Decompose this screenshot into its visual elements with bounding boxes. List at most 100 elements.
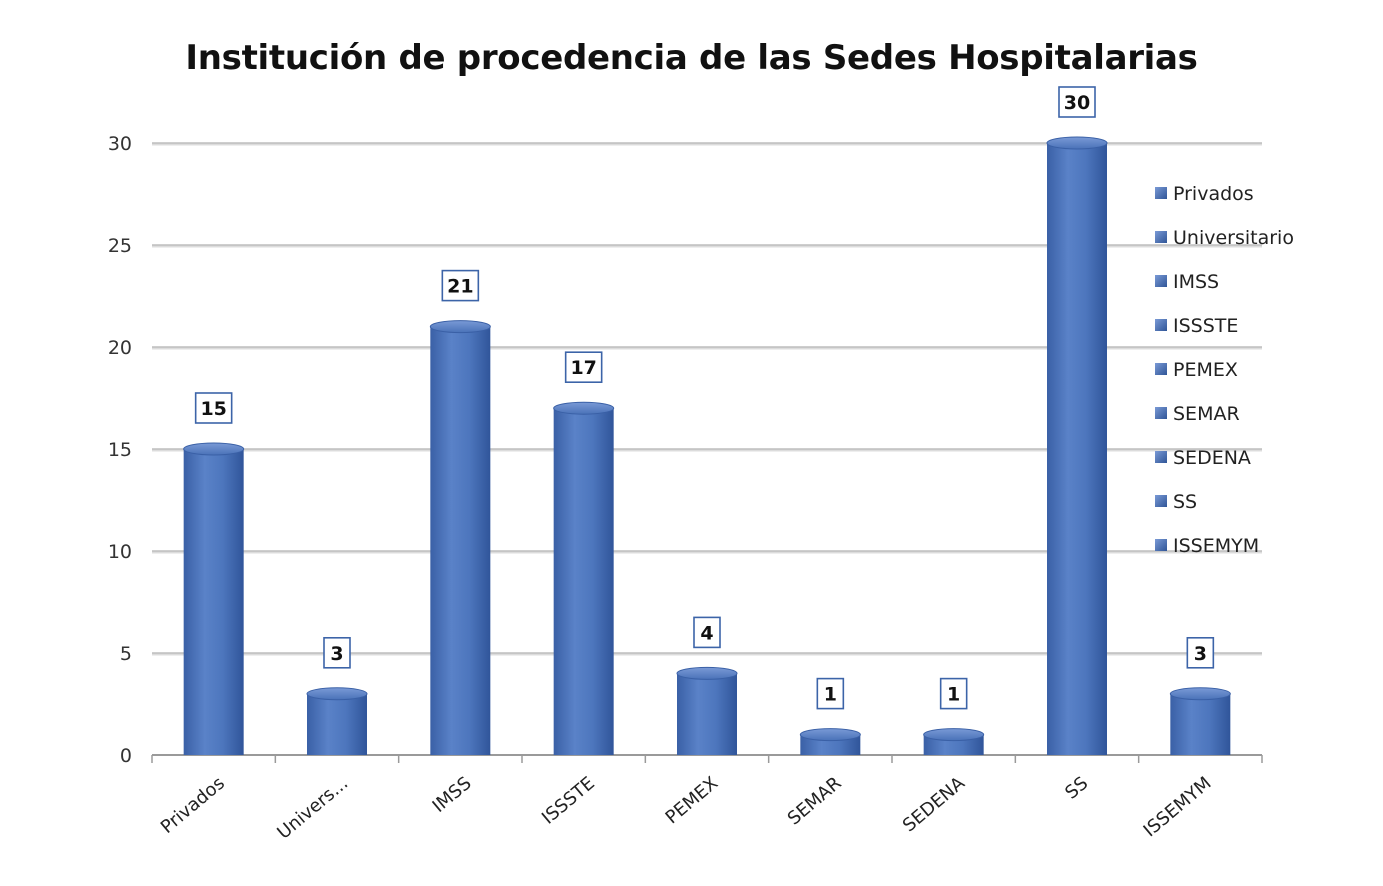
bar: [1046, 136, 1108, 755]
data-label: 1: [816, 677, 845, 710]
data-label-value: 15: [200, 398, 226, 420]
bar-cap: [553, 401, 615, 415]
bar: [923, 728, 985, 755]
legend-entry: Privados: [1155, 183, 1254, 205]
data-label: 21: [441, 269, 480, 302]
bar-cap: [429, 320, 491, 334]
x-category-label: PEMEX: [662, 773, 723, 829]
bar-cap: [923, 728, 985, 742]
data-label-box: [564, 351, 603, 384]
data-label-box: [323, 636, 351, 669]
y-tick-label: 30: [108, 133, 132, 155]
y-tick-label: 0: [120, 745, 132, 767]
bar: [306, 687, 368, 755]
bar-cap: [183, 442, 245, 456]
x-category-label: Privados: [157, 773, 229, 838]
data-labels: 15 3 21 17 4 1 1 30 3: [194, 86, 1215, 710]
legend-label: Universitario: [1173, 227, 1294, 249]
bar-body: [183, 449, 244, 755]
legend-swatch: [1155, 495, 1167, 507]
y-tick-label: 25: [108, 235, 132, 257]
data-label: 3: [323, 636, 351, 669]
legend-label: PEMEX: [1173, 359, 1238, 381]
legend-swatch: [1155, 231, 1167, 243]
legend-entry: IMSS: [1155, 271, 1219, 293]
data-label-value: 4: [700, 622, 713, 644]
legend-entry: ISSSTE: [1155, 315, 1238, 337]
legend-label: ISSEMYM: [1173, 535, 1259, 557]
bar: [183, 442, 245, 755]
legend-entry: ISSEMYM: [1155, 535, 1259, 557]
data-label-value: 21: [447, 276, 473, 298]
legend-swatch: [1155, 407, 1167, 419]
bar-cap: [799, 728, 861, 742]
legend-label: ISSSTE: [1173, 315, 1238, 337]
bar: [553, 401, 615, 755]
data-label-value: 30: [1064, 92, 1090, 114]
legend-entry: SEMAR: [1155, 403, 1240, 425]
data-label-box: [194, 392, 233, 424]
legend-swatch: [1155, 319, 1167, 331]
legend-swatch: [1155, 187, 1167, 199]
legend-swatch: [1155, 363, 1167, 375]
bar-body: [553, 408, 614, 755]
legend-entry: SEDENA: [1155, 447, 1251, 469]
data-label: 17: [564, 351, 603, 384]
y-tick-label: 15: [108, 439, 132, 461]
bars: [183, 136, 1231, 755]
data-label-box: [816, 677, 845, 710]
bar-cap: [1046, 136, 1108, 150]
x-category-label: ISSEMYM: [1140, 773, 1216, 842]
legend: Privados Universitario IMSS ISSSTE PEMEX SEMA…: [1155, 183, 1294, 557]
y-tick-label: 5: [120, 643, 132, 665]
data-label: 4: [693, 616, 721, 649]
data-label: 15: [194, 392, 233, 424]
legend-swatch: [1155, 451, 1167, 463]
chart-title: Institución de procedencia de las Sedes …: [185, 38, 1198, 78]
data-label-box: [441, 269, 480, 302]
x-category-label: SEDENA: [899, 772, 970, 836]
data-label-value: 1: [947, 684, 960, 706]
data-label-value: 1: [824, 684, 837, 706]
data-label-box: [1058, 86, 1096, 118]
bar-cap: [676, 666, 738, 680]
bar: [1169, 687, 1231, 755]
bar-body: [430, 326, 491, 755]
bar: [799, 728, 861, 755]
data-label-box: [693, 616, 721, 649]
legend-entry: SS: [1155, 491, 1197, 513]
data-label-value: 3: [1194, 643, 1207, 665]
bar-body: [1047, 143, 1107, 755]
bar-body: [677, 673, 737, 755]
legend-label: SEDENA: [1173, 447, 1251, 469]
bar-cap: [306, 687, 368, 701]
x-category-label: ISSSTE: [538, 773, 599, 829]
x-category-label: SEMAR: [784, 773, 846, 830]
bar-body: [307, 693, 367, 755]
data-label: 1: [939, 677, 968, 710]
data-label: 30: [1058, 86, 1096, 118]
legend-label: SEMAR: [1173, 403, 1240, 425]
x-axis: [151, 754, 1263, 763]
bar: [676, 666, 738, 755]
x-category-label: IMSS: [429, 773, 476, 817]
bar-cap: [1169, 687, 1231, 701]
x-category-label: Univers...: [273, 773, 352, 844]
legend-swatch: [1155, 539, 1167, 551]
legend-label: IMSS: [1173, 271, 1219, 293]
data-label: 3: [1186, 636, 1215, 669]
legend-entry: Universitario: [1155, 227, 1294, 249]
y-tick-label: 10: [108, 541, 132, 563]
legend-label: Privados: [1173, 183, 1254, 205]
data-label-value: 17: [570, 357, 596, 379]
x-category-label: SS: [1061, 773, 1092, 804]
data-label-box: [1186, 636, 1215, 669]
data-label-box: [939, 677, 968, 710]
x-axis-category-labels: Privados Univers... IMSS ISSSTE PEMEX SEMAR SE…: [157, 772, 1216, 843]
legend-swatch: [1155, 275, 1167, 287]
bar: [429, 320, 491, 755]
data-label-value: 3: [330, 643, 343, 665]
y-axis-tick-labels: 0 5 10 15 20 25 30: [108, 133, 132, 767]
bar-body: [1170, 693, 1231, 755]
